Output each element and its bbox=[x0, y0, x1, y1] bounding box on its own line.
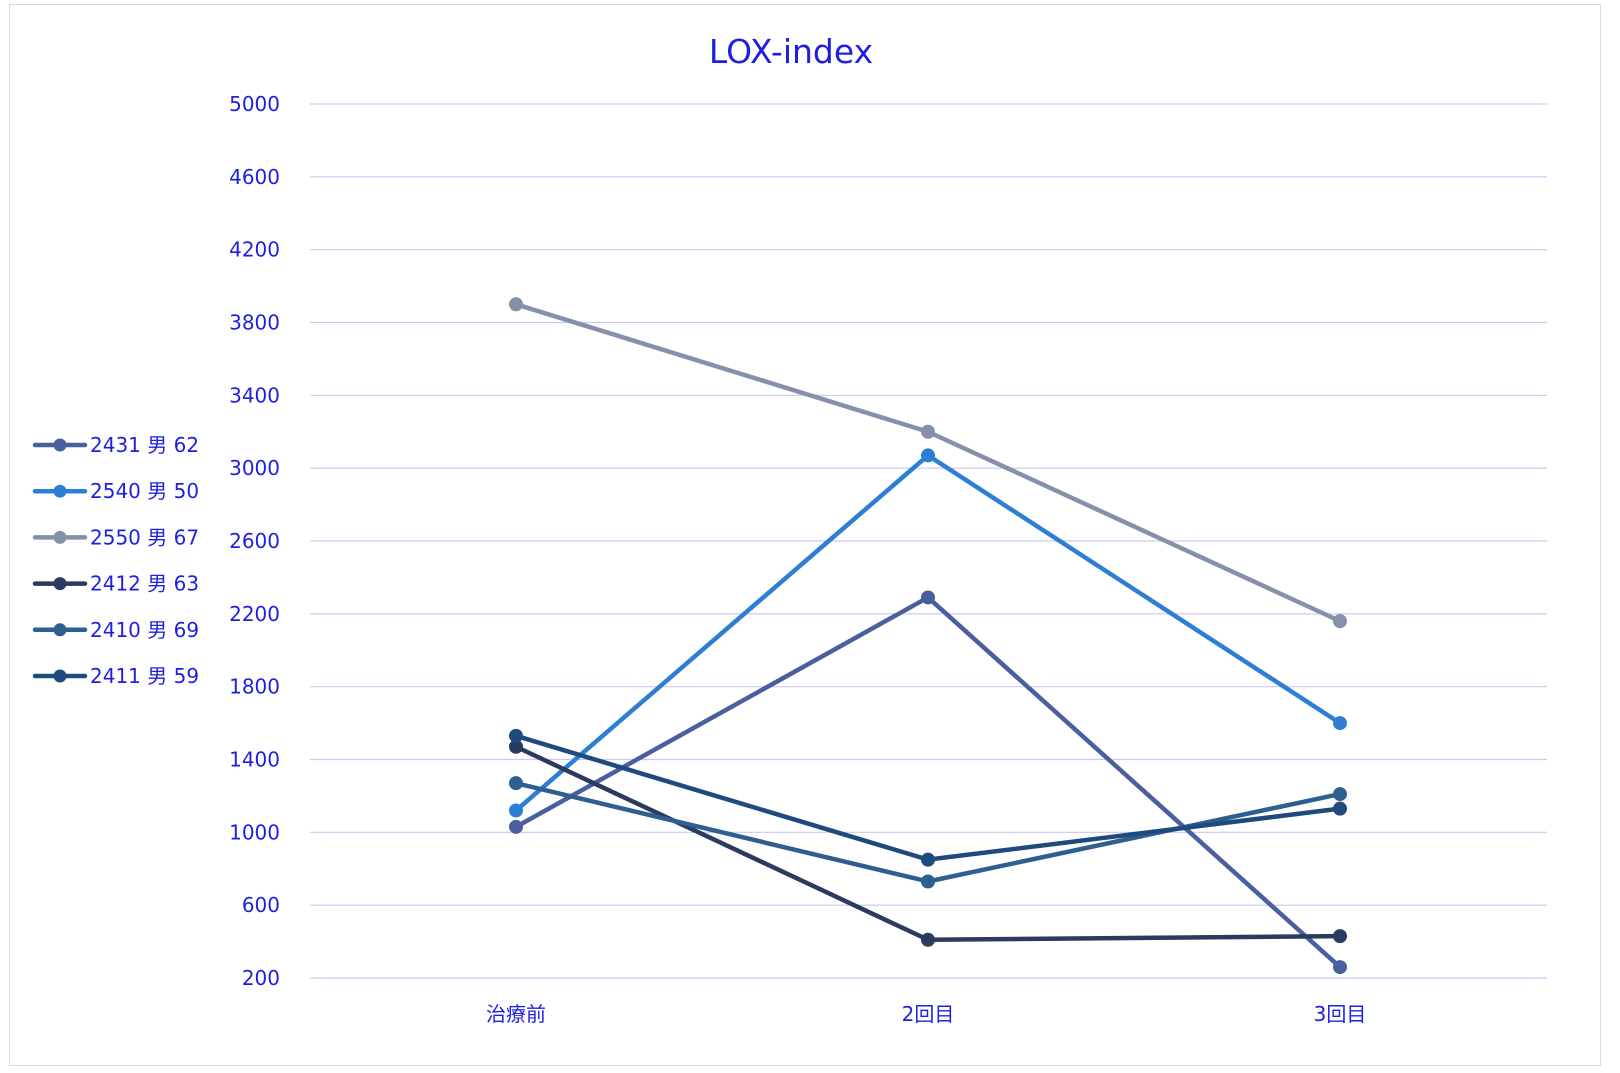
data-point bbox=[921, 874, 935, 889]
legend-item: 2550 男 67 bbox=[32, 525, 199, 549]
data-point bbox=[921, 424, 935, 439]
y-tick-label: 2200 bbox=[229, 602, 280, 626]
legend-point-marker bbox=[53, 669, 67, 683]
legend-point-marker bbox=[53, 484, 67, 498]
y-tick-label: 5000 bbox=[229, 92, 280, 116]
legend-label: 2411 男 59 bbox=[90, 664, 199, 688]
data-point bbox=[509, 297, 523, 312]
data-point bbox=[509, 803, 523, 818]
legend-label: 2550 男 67 bbox=[90, 525, 199, 549]
series bbox=[509, 297, 1347, 629]
series bbox=[509, 776, 1347, 889]
x-tick-label: 2回目 bbox=[902, 1002, 955, 1026]
legend-point-marker bbox=[53, 530, 67, 544]
x-tick-label: 治療前 bbox=[486, 1002, 546, 1026]
series-line bbox=[513, 595, 1343, 970]
data-point bbox=[1333, 929, 1347, 944]
y-tick-label: 3800 bbox=[229, 311, 280, 335]
data-point bbox=[921, 852, 935, 867]
series bbox=[509, 448, 1347, 818]
y-tick-label: 3000 bbox=[229, 456, 280, 480]
y-tick-label: 1000 bbox=[229, 820, 280, 844]
y-tick-label: 200 bbox=[242, 966, 280, 990]
series bbox=[509, 590, 1347, 975]
legend: 2431 男 62 2540 男 50 2550 男 67 2412 男 63 2410… bbox=[32, 433, 199, 688]
data-point bbox=[921, 590, 935, 605]
chart-frame: 200 600 1000 1400 1800 2200 2600 3000 3400 3800 42… bbox=[9, 4, 1601, 1066]
y-tick-label: 4600 bbox=[229, 165, 280, 189]
chart-title: LOX-index bbox=[709, 32, 873, 71]
legend-label: 2410 男 69 bbox=[90, 618, 199, 642]
grid bbox=[310, 103, 1547, 979]
series bbox=[509, 739, 1347, 947]
y-tick-label: 4200 bbox=[229, 238, 280, 262]
legend-item: 2411 男 59 bbox=[32, 664, 199, 688]
legend-label: 2540 男 50 bbox=[90, 479, 199, 503]
data-point bbox=[921, 932, 935, 947]
legend-point-marker bbox=[53, 623, 67, 637]
y-tick-label: 2600 bbox=[229, 529, 280, 553]
data-point bbox=[1333, 716, 1347, 731]
legend-item: 2431 男 62 bbox=[32, 433, 199, 457]
y-axis-ticks: 200 600 1000 1400 1800 2200 2600 3000 3400 3800 42… bbox=[229, 92, 280, 990]
series bbox=[509, 728, 1347, 867]
series-line bbox=[513, 302, 1343, 624]
y-tick-label: 3400 bbox=[229, 383, 280, 407]
data-point bbox=[1333, 960, 1347, 975]
line-chart: 200 600 1000 1400 1800 2200 2600 3000 3400 3800 42… bbox=[32, 32, 1547, 1026]
series-lines bbox=[509, 297, 1347, 975]
legend-label: 2412 男 63 bbox=[90, 572, 199, 596]
series-line bbox=[513, 744, 1343, 943]
data-point bbox=[509, 728, 523, 743]
y-tick-label: 1400 bbox=[229, 748, 280, 772]
legend-item: 2412 男 63 bbox=[32, 572, 199, 596]
y-tick-label: 600 bbox=[242, 893, 280, 917]
data-point bbox=[509, 776, 523, 791]
data-point bbox=[509, 739, 523, 754]
data-point bbox=[509, 819, 523, 834]
data-point bbox=[1333, 801, 1347, 816]
legend-point-marker bbox=[53, 577, 67, 591]
series-line bbox=[513, 733, 1343, 862]
legend-label: 2431 男 62 bbox=[90, 433, 199, 457]
y-tick-label: 1800 bbox=[229, 675, 280, 699]
legend-item: 2540 男 50 bbox=[32, 479, 199, 503]
x-tick-label: 3回目 bbox=[1314, 1002, 1367, 1026]
data-point bbox=[1333, 614, 1347, 629]
data-point bbox=[1333, 787, 1347, 802]
x-axis-ticks: 治療前 2回目 3回目 bbox=[486, 1002, 1366, 1026]
legend-item: 2410 男 69 bbox=[32, 618, 199, 642]
legend-point-marker bbox=[53, 438, 67, 452]
data-point bbox=[921, 448, 935, 463]
